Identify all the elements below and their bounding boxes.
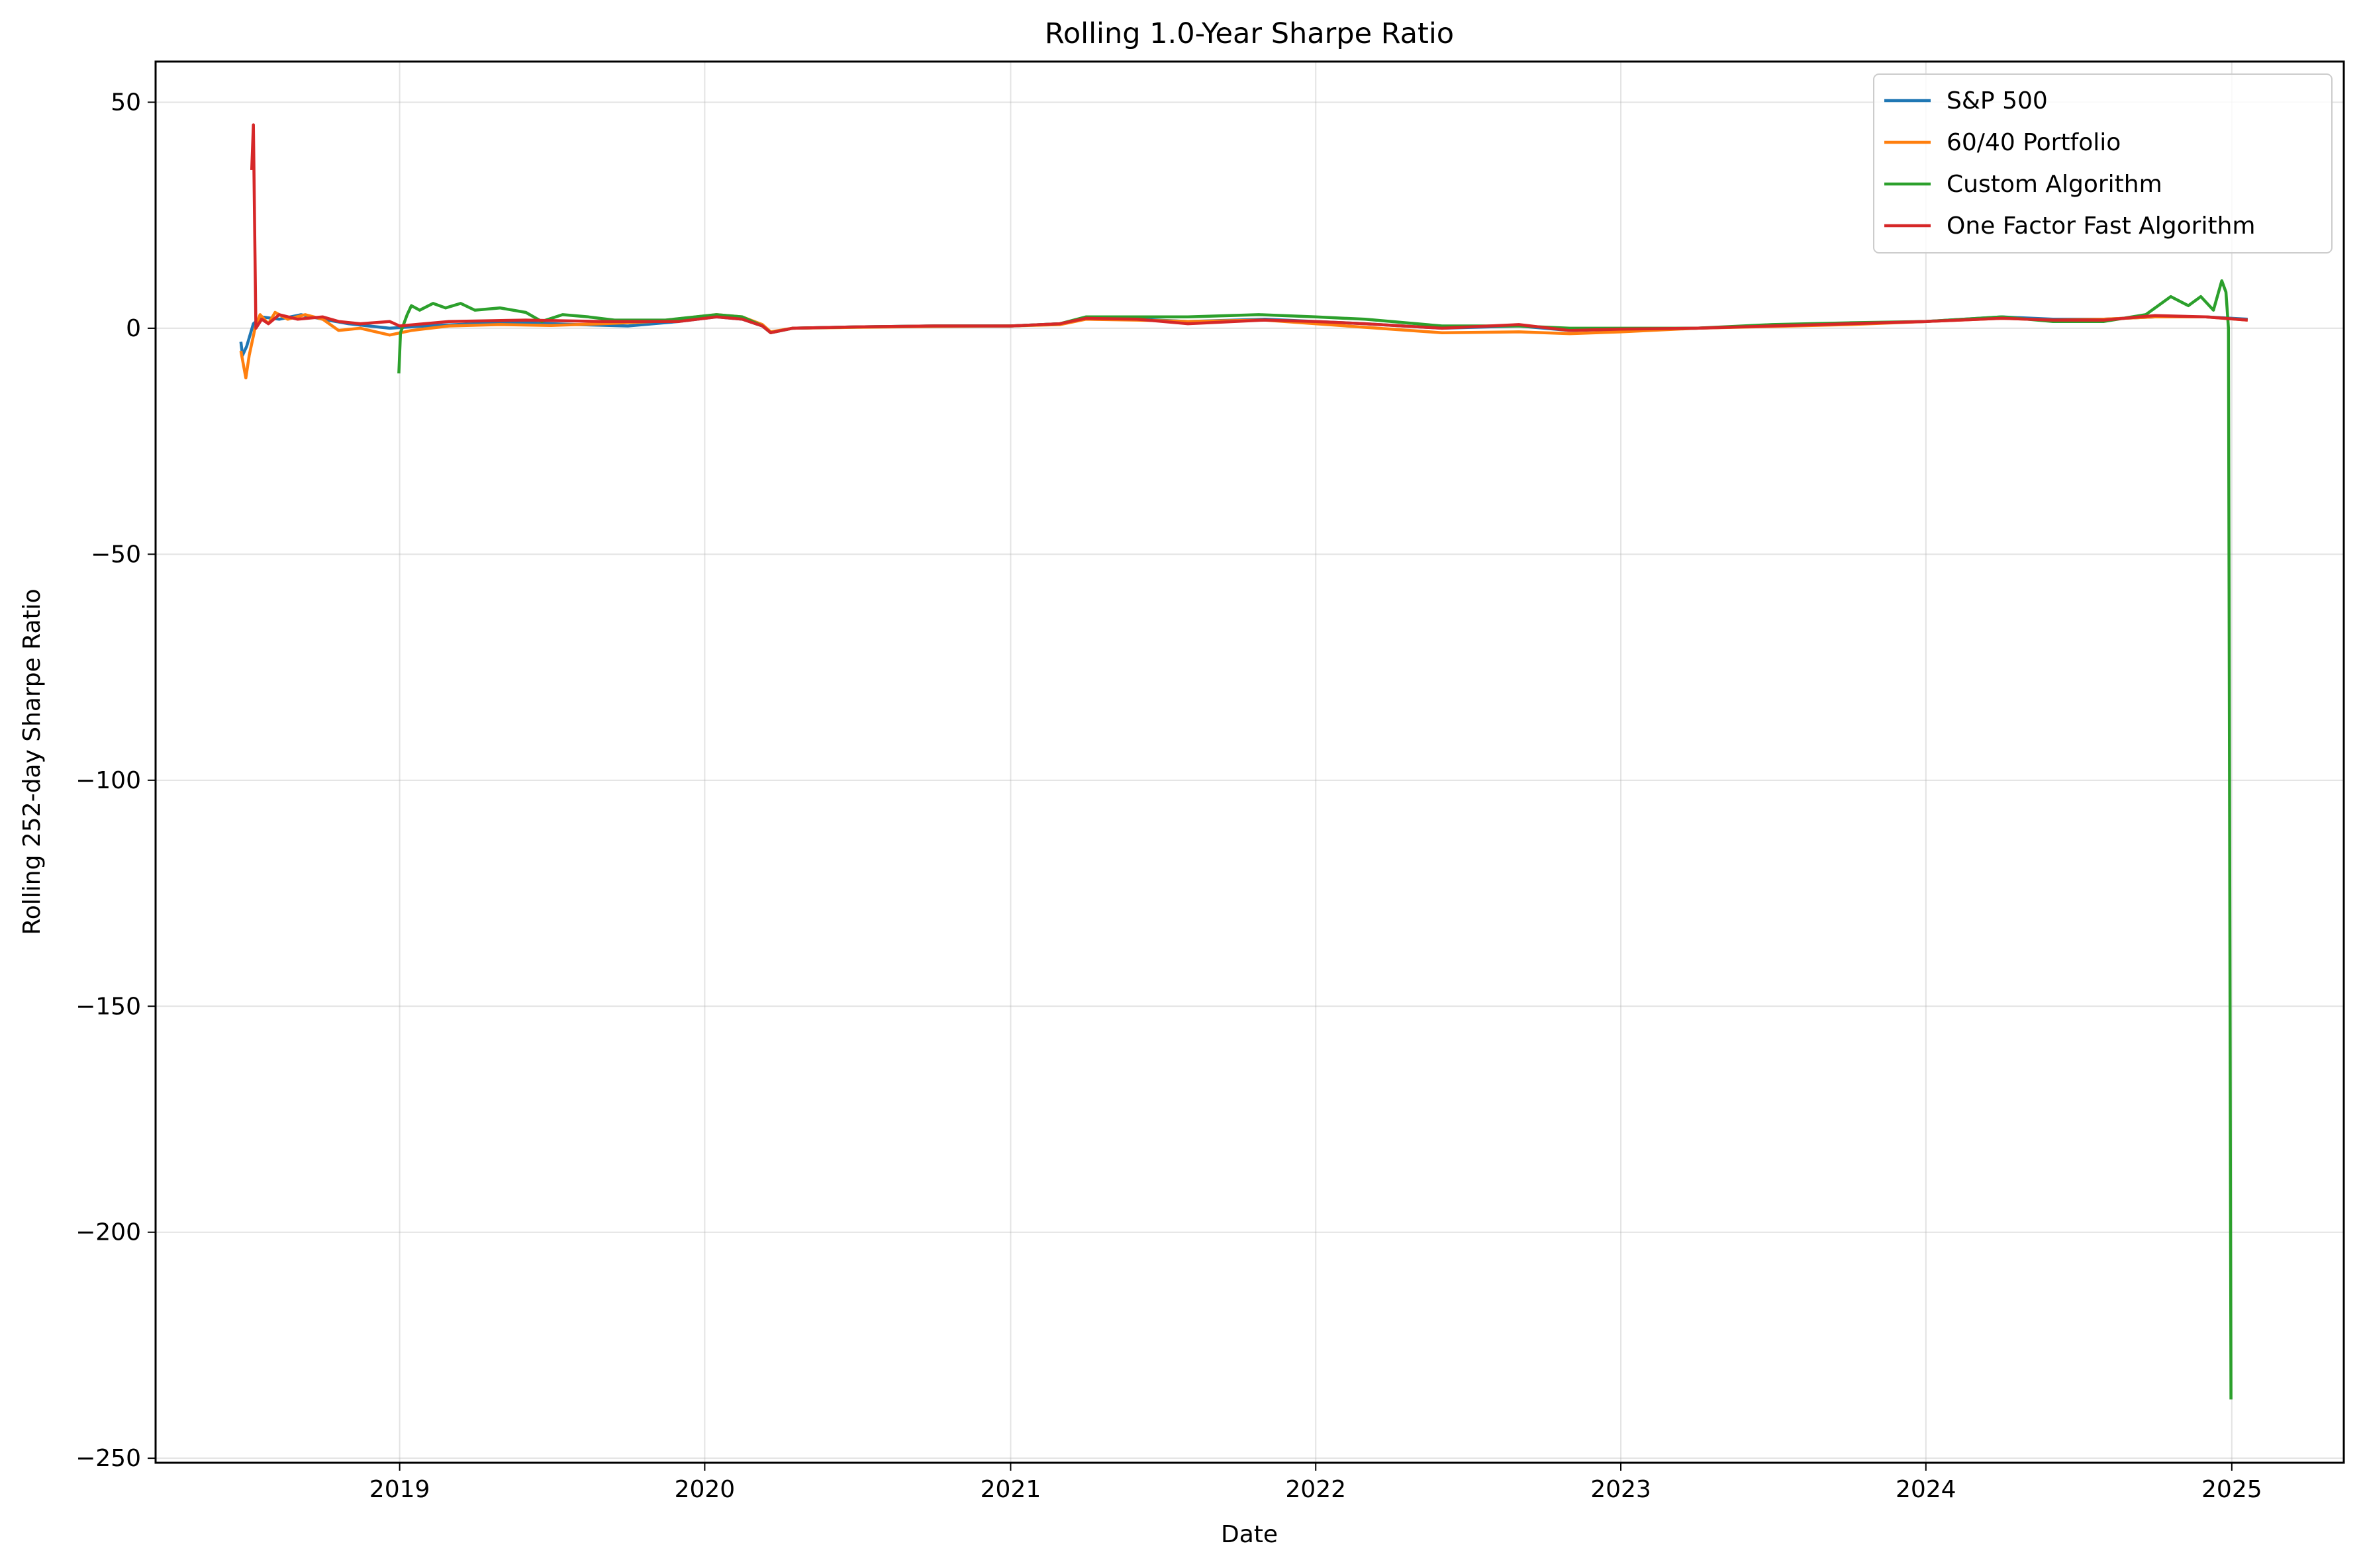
x-tick-label: 2023 (1590, 1476, 1651, 1503)
y-tick-label: 0 (126, 315, 141, 342)
x-axis-label: Date (1221, 1521, 1278, 1548)
legend-box (1873, 73, 2333, 254)
legend-label-s-p-500: S&P 500 (1947, 87, 2048, 115)
legend-label-one-factor-fast-algorithm: One Factor Fast Algorithm (1947, 212, 2255, 240)
y-axis-label: Rolling 252-day Sharpe Ratio (19, 588, 46, 935)
series-line-one-factor-fast-algorithm (250, 123, 2248, 334)
series-lines (239, 123, 2248, 1400)
x-tick-label: 2025 (2201, 1476, 2262, 1503)
chart-title: Rolling 1.0-Year Sharpe Ratio (1045, 17, 1454, 50)
x-tick-label: 2020 (675, 1476, 736, 1503)
axis-ticks: 2019 2020 2021 2022 2023 2024 2025 50 0 −50 −100 −1… (75, 89, 2262, 1503)
y-tick-label: −50 (91, 541, 141, 568)
x-tick-label: 2022 (1285, 1476, 1346, 1503)
y-tick-label: −150 (75, 993, 141, 1020)
x-tick-label: 2021 (981, 1476, 1041, 1503)
plot-area-frame (154, 60, 2345, 1464)
legend: S&P 500 60/40 Portfolio Custom Algorithm On… (1873, 73, 2333, 254)
y-tick-label: −100 (75, 767, 141, 794)
grid (156, 62, 2344, 1463)
y-tick-label: 50 (111, 89, 141, 116)
legend-label-custom-algorithm: Custom Algorithm (1947, 171, 2162, 198)
y-tick-label: −250 (75, 1445, 141, 1472)
y-tick-label: −200 (75, 1219, 141, 1246)
x-tick-label: 2019 (369, 1476, 430, 1503)
x-tick-label: 2024 (1896, 1476, 1956, 1503)
legend-label-60-40-portfolio: 60/40 Portfolio (1947, 129, 2121, 156)
